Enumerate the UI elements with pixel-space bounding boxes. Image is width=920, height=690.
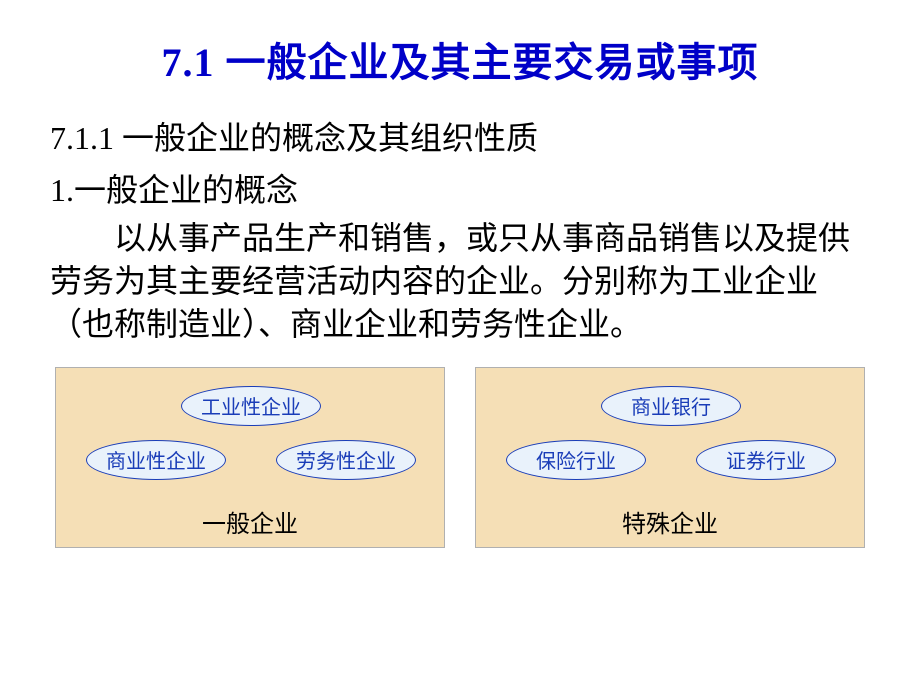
panel-general-inner: 工业性企业 商业性企业 劳务性企业: [56, 368, 444, 498]
point-1: 1.一般企业的概念: [50, 165, 870, 211]
ellipse-securities: 证券行业: [696, 440, 836, 480]
panel-special-inner: 商业银行 保险行业 证券行业: [476, 368, 864, 498]
ellipse-commercial: 商业性企业: [86, 440, 226, 480]
body-paragraph: 以从事产品生产和销售，或只从事商品销售以及提供劳务为其主要经营活动内容的企业。分…: [50, 217, 870, 347]
ellipse-service: 劳务性企业: [276, 440, 416, 480]
section-heading: 7.1.1 一般企业的概念及其组织性质: [50, 113, 870, 159]
ellipse-industrial: 工业性企业: [181, 386, 321, 426]
slide: 7.1 一般企业及其主要交易或事项 7.1.1 一般企业的概念及其组织性质 1.…: [0, 0, 920, 690]
panel-special-caption: 特殊企业: [476, 498, 864, 547]
panel-general-caption: 一般企业: [56, 498, 444, 547]
panel-general-enterprise: 工业性企业 商业性企业 劳务性企业 一般企业: [55, 367, 445, 548]
point-1-text: 一般企业的概念: [74, 172, 298, 208]
ellipse-insurance: 保险行业: [506, 440, 646, 480]
ellipse-bank: 商业银行: [601, 386, 741, 426]
slide-title: 7.1 一般企业及其主要交易或事项: [50, 30, 870, 88]
diagram-row: 工业性企业 商业性企业 劳务性企业 一般企业 商业银行 保险行业 证券行业 特殊…: [50, 367, 870, 548]
panel-special-enterprise: 商业银行 保险行业 证券行业 特殊企业: [475, 367, 865, 548]
point-1-number: 1.: [50, 172, 74, 208]
